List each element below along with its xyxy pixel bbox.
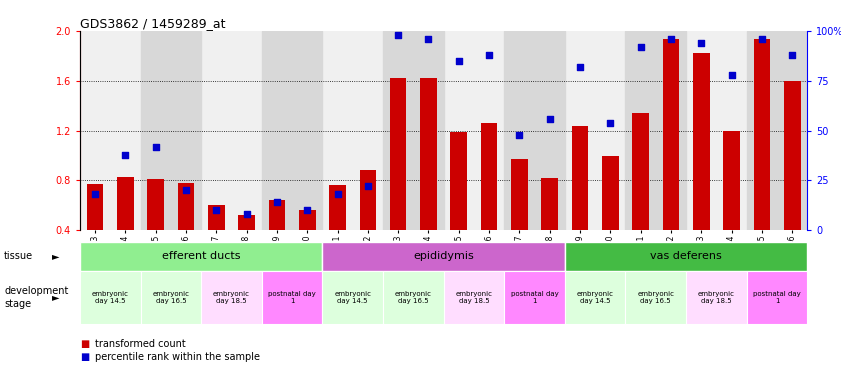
- Bar: [420, 78, 436, 230]
- Text: efferent ducts: efferent ducts: [161, 251, 241, 262]
- Point: [452, 58, 466, 64]
- Bar: [262, 271, 322, 324]
- Bar: [140, 31, 201, 230]
- Point: [695, 40, 708, 46]
- Point: [543, 116, 557, 122]
- Point: [88, 191, 102, 197]
- Text: transformed count: transformed count: [95, 339, 186, 349]
- Text: postnatal day
1: postnatal day 1: [754, 291, 801, 304]
- Point: [270, 199, 283, 205]
- Bar: [117, 177, 134, 230]
- Text: ■: ■: [80, 339, 89, 349]
- Bar: [632, 113, 649, 230]
- Bar: [238, 215, 255, 230]
- Point: [513, 131, 526, 137]
- Bar: [208, 205, 225, 230]
- Bar: [747, 31, 807, 230]
- Bar: [383, 31, 444, 230]
- Text: embryonic
day 14.5: embryonic day 14.5: [577, 291, 614, 304]
- Text: tissue: tissue: [4, 251, 34, 261]
- Point: [483, 51, 496, 58]
- Bar: [542, 178, 558, 230]
- Text: embryonic
day 18.5: embryonic day 18.5: [698, 291, 735, 304]
- Text: development
stage: development stage: [4, 286, 69, 309]
- Text: embryonic
day 16.5: embryonic day 16.5: [637, 291, 674, 304]
- Point: [300, 207, 314, 214]
- Bar: [329, 185, 346, 230]
- Point: [421, 36, 435, 42]
- Bar: [565, 242, 807, 271]
- Point: [179, 187, 193, 194]
- Text: embryonic
day 18.5: embryonic day 18.5: [456, 291, 493, 304]
- Text: embryonic
day 16.5: embryonic day 16.5: [152, 291, 189, 304]
- Point: [725, 71, 738, 78]
- Bar: [511, 159, 528, 230]
- Bar: [693, 53, 710, 230]
- Point: [574, 64, 587, 70]
- Bar: [322, 271, 383, 324]
- Bar: [177, 183, 194, 230]
- Bar: [444, 271, 505, 324]
- Point: [361, 184, 374, 190]
- Bar: [626, 31, 686, 230]
- Point: [391, 31, 405, 38]
- Bar: [626, 271, 686, 324]
- Bar: [359, 170, 376, 230]
- Text: vas deferens: vas deferens: [650, 251, 722, 262]
- Bar: [383, 271, 444, 324]
- Text: percentile rank within the sample: percentile rank within the sample: [95, 352, 260, 362]
- Text: postnatal day
1: postnatal day 1: [510, 291, 558, 304]
- Bar: [686, 271, 747, 324]
- Bar: [747, 271, 807, 324]
- Point: [755, 36, 769, 42]
- Bar: [481, 123, 497, 230]
- Point: [634, 44, 648, 50]
- Text: ■: ■: [80, 352, 89, 362]
- Text: embryonic
day 18.5: embryonic day 18.5: [213, 291, 250, 304]
- Text: ►: ►: [52, 293, 60, 303]
- Bar: [262, 31, 322, 230]
- Bar: [663, 40, 680, 230]
- Bar: [201, 271, 262, 324]
- Bar: [87, 184, 103, 230]
- Text: GDS3862 / 1459289_at: GDS3862 / 1459289_at: [80, 17, 225, 30]
- Bar: [505, 271, 565, 324]
- Bar: [140, 271, 201, 324]
- Text: embryonic
day 16.5: embryonic day 16.5: [394, 291, 431, 304]
- Bar: [451, 132, 467, 230]
- Bar: [268, 200, 285, 230]
- Bar: [572, 126, 589, 230]
- Bar: [322, 242, 565, 271]
- Bar: [299, 210, 315, 230]
- Bar: [602, 156, 619, 230]
- Text: postnatal day
1: postnatal day 1: [268, 291, 316, 304]
- Point: [604, 119, 617, 126]
- Point: [119, 151, 132, 157]
- Bar: [565, 271, 626, 324]
- Bar: [80, 271, 140, 324]
- Bar: [505, 31, 565, 230]
- Point: [785, 51, 799, 58]
- Bar: [80, 242, 322, 271]
- Bar: [147, 179, 164, 230]
- Point: [331, 191, 344, 197]
- Text: ►: ►: [52, 251, 60, 261]
- Text: embryonic
day 14.5: embryonic day 14.5: [334, 291, 371, 304]
- Text: embryonic
day 14.5: embryonic day 14.5: [92, 291, 129, 304]
- Bar: [390, 78, 406, 230]
- Point: [149, 144, 162, 150]
- Bar: [754, 40, 770, 230]
- Bar: [784, 81, 801, 230]
- Point: [240, 211, 253, 217]
- Point: [209, 207, 223, 214]
- Point: [664, 36, 678, 42]
- Text: epididymis: epididymis: [413, 251, 474, 262]
- Bar: [723, 131, 740, 230]
